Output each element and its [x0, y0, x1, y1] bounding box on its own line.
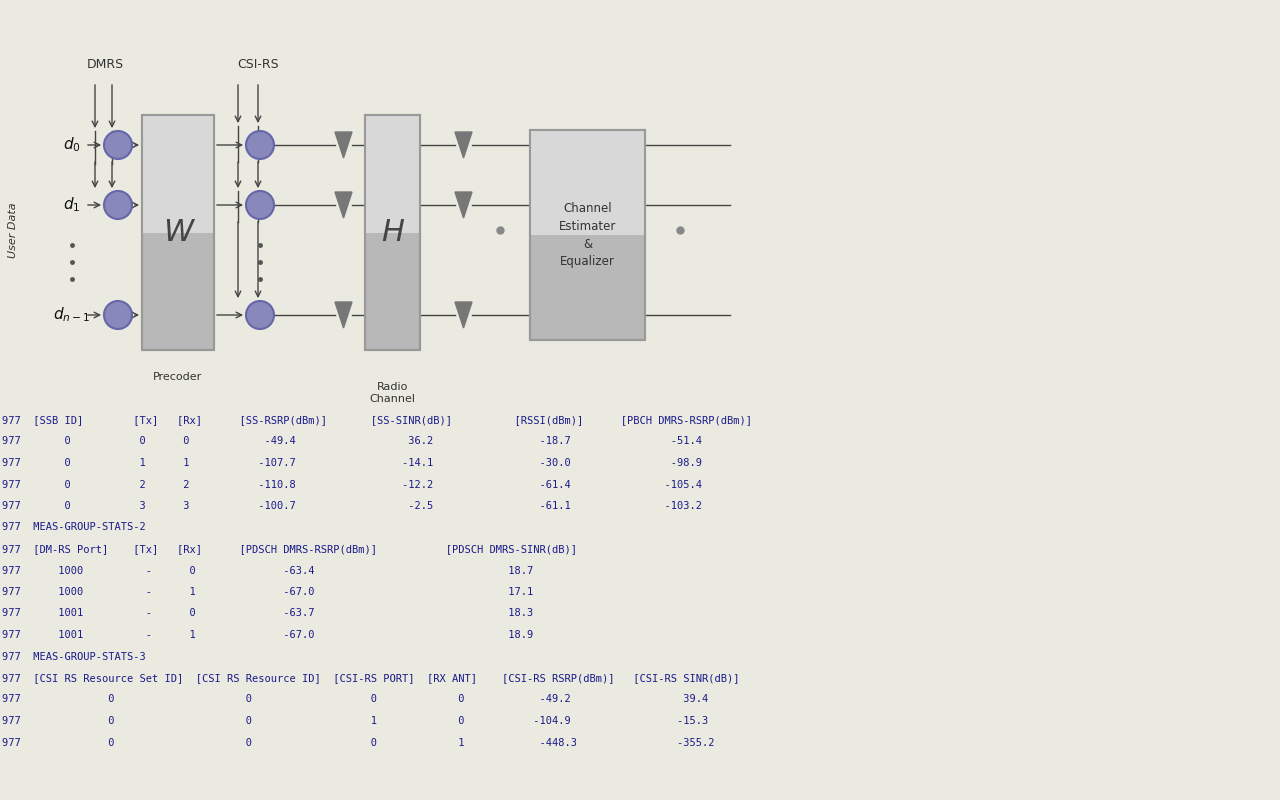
Text: H: H [381, 218, 404, 247]
Text: 977              0                     0                   0             0      : 977 0 0 0 0 [3, 694, 708, 705]
Circle shape [104, 131, 132, 159]
Bar [530, 130, 645, 340]
Text: 977  [CSI RS Resource Set ID]  [CSI RS Resource ID]  [CSI-RS PORT]  [RX ANT]    : 977 [CSI RS Resource Set ID] [CSI RS Res… [3, 673, 740, 683]
Polygon shape [454, 132, 472, 158]
Bar [530, 130, 645, 340]
Polygon shape [335, 302, 352, 328]
Text: CSI-RS: CSI-RS [237, 58, 279, 71]
Bar [365, 115, 420, 233]
Text: 977  [SSB ID]        [Tx]   [Rx]      [SS-RSRP(dBm)]       [SS-SINR(dB)]        : 977 [SSB ID] [Tx] [Rx] [SS-RSRP(dBm)] [S… [3, 415, 753, 425]
Circle shape [104, 301, 132, 329]
Bar [142, 115, 214, 350]
Text: 977  [DM-RS Port]    [Tx]   [Rx]      [PDSCH DMRS-RSRP(dBm)]           [PDSCH DM: 977 [DM-RS Port] [Tx] [Rx] [PDSCH DMRS-R… [3, 544, 577, 554]
Text: $d_0$: $d_0$ [63, 136, 81, 154]
Bar [365, 115, 420, 350]
Polygon shape [335, 132, 352, 158]
Polygon shape [335, 192, 352, 218]
Text: 977       0           0      0            -49.4                  36.2           : 977 0 0 0 -49.4 36.2 [3, 437, 701, 446]
Polygon shape [454, 192, 472, 218]
Circle shape [246, 191, 274, 219]
Text: 977       0           3      3           -100.7                  -2.5           : 977 0 3 3 -100.7 -2.5 [3, 501, 701, 511]
Text: 977              0                     0                   1             0      : 977 0 0 1 0 [3, 716, 708, 726]
Circle shape [246, 301, 274, 329]
Text: 977       0           2      2           -110.8                 -12.2           : 977 0 2 2 -110.8 -12.2 [3, 479, 701, 490]
Text: 977  MEAS-GROUP-STATS-2: 977 MEAS-GROUP-STATS-2 [3, 522, 146, 533]
Text: Radio
Channel: Radio Channel [370, 382, 416, 403]
Text: $d_{n-1}$: $d_{n-1}$ [54, 306, 91, 324]
Text: 977       0           1      1           -107.7                 -14.1           : 977 0 1 1 -107.7 -14.1 [3, 458, 701, 468]
Text: Channel
Estimater
&
Equalizer: Channel Estimater & Equalizer [559, 202, 616, 269]
Text: 977      1000          -      1              -67.0                              : 977 1000 - 1 -67.0 [3, 587, 534, 597]
Bar [142, 115, 214, 350]
Text: 977      1001          -      1              -67.0                              : 977 1001 - 1 -67.0 [3, 630, 534, 640]
Bar [530, 130, 645, 235]
Text: DMRS: DMRS [87, 58, 124, 71]
Text: 977      1001          -      0              -63.7                              : 977 1001 - 0 -63.7 [3, 609, 534, 618]
Text: 977  MEAS-GROUP-STATS-3: 977 MEAS-GROUP-STATS-3 [3, 651, 146, 662]
Bar [142, 115, 214, 233]
Text: W: W [163, 218, 193, 247]
Text: $d_1$: $d_1$ [63, 196, 81, 214]
Text: 977              0                     0                   0             1      : 977 0 0 0 1 [3, 738, 714, 747]
Circle shape [246, 131, 274, 159]
Bar [365, 115, 420, 350]
Text: User Data: User Data [8, 202, 18, 258]
Text: Precoder: Precoder [154, 372, 202, 382]
Text: 977      1000          -      0              -63.4                              : 977 1000 - 0 -63.4 [3, 566, 534, 575]
Circle shape [104, 191, 132, 219]
Polygon shape [454, 302, 472, 328]
